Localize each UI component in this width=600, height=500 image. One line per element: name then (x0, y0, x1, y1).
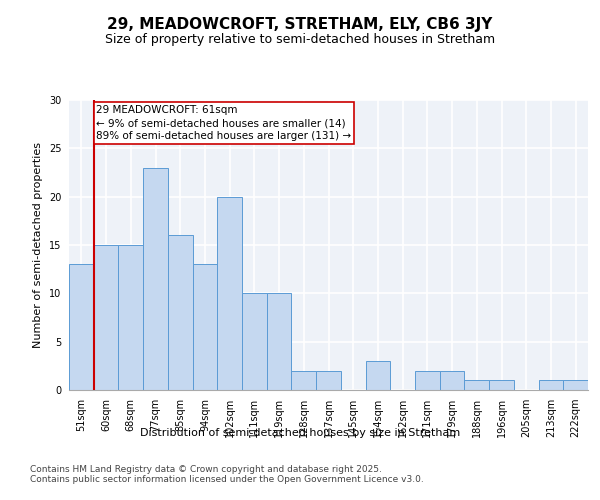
Y-axis label: Number of semi-detached properties: Number of semi-detached properties (34, 142, 43, 348)
Text: Contains HM Land Registry data © Crown copyright and database right 2025.
Contai: Contains HM Land Registry data © Crown c… (30, 465, 424, 484)
Bar (94, 245, 118, 390)
Bar (415, 370, 440, 390)
Bar (242, 294, 267, 390)
Bar (217, 196, 242, 390)
Bar (193, 264, 217, 390)
Bar (539, 380, 563, 390)
Bar (168, 236, 193, 390)
Bar (489, 380, 514, 390)
Bar (563, 380, 588, 390)
Bar (292, 370, 316, 390)
Text: Size of property relative to semi-detached houses in Stretham: Size of property relative to semi-detach… (105, 32, 495, 46)
Bar (267, 294, 292, 390)
Bar (316, 370, 341, 390)
Bar (118, 245, 143, 390)
Bar (464, 380, 489, 390)
Bar (440, 370, 464, 390)
Bar (143, 168, 168, 390)
Text: 29 MEADOWCROFT: 61sqm
← 9% of semi-detached houses are smaller (14)
89% of semi-: 29 MEADOWCROFT: 61sqm ← 9% of semi-detac… (96, 105, 352, 141)
Text: Distribution of semi-detached houses by size in Stretham: Distribution of semi-detached houses by … (140, 428, 460, 438)
Bar (69, 264, 94, 390)
Text: 29, MEADOWCROFT, STRETHAM, ELY, CB6 3JY: 29, MEADOWCROFT, STRETHAM, ELY, CB6 3JY (107, 18, 493, 32)
Bar (365, 361, 390, 390)
